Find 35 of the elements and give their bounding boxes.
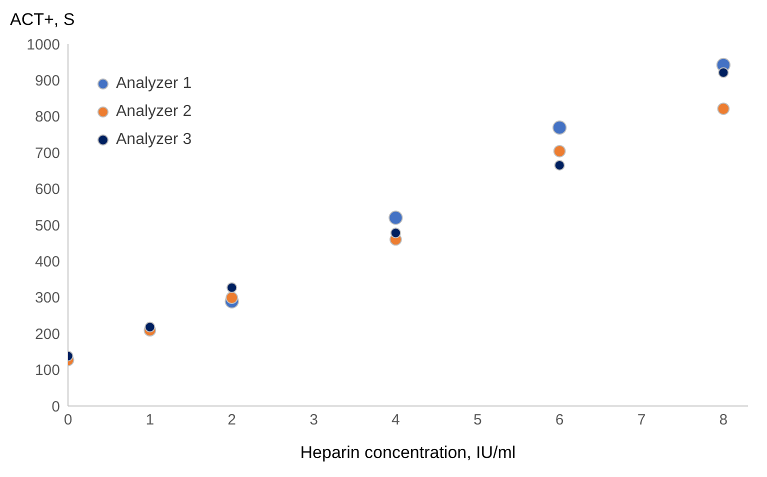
x-tick-label: 7	[637, 412, 646, 429]
legend-label: Analyzer 2	[116, 102, 192, 122]
y-tick-label: 600	[34, 181, 60, 198]
x-tick-label: 0	[64, 412, 72, 429]
y-tick-label: 300	[34, 290, 60, 307]
x-tick-label: 5	[473, 412, 482, 429]
x-tick-label: 1	[146, 412, 154, 429]
x-tick-label: 4	[392, 412, 400, 429]
point	[718, 67, 729, 78]
x-tick-label: 2	[228, 412, 236, 429]
point	[717, 102, 730, 115]
y-tick-label: 0	[52, 398, 60, 416]
y-tick-label: 900	[34, 72, 60, 90]
y-tick-label: 700	[34, 144, 60, 162]
x-tick-label: 6	[555, 412, 564, 429]
legend-label: Analyzer 3	[116, 130, 192, 150]
point	[554, 160, 565, 171]
x-tick-label: 3	[310, 412, 318, 429]
y-axis-title: ACT+, S	[10, 10, 75, 30]
x-axis-title: Heparin concentration, IU/ml	[300, 443, 516, 462]
point	[388, 210, 403, 225]
point	[226, 292, 238, 304]
point	[144, 322, 156, 332]
point	[553, 144, 566, 158]
point	[390, 228, 402, 238]
y-tick-label: 500	[34, 217, 60, 234]
point	[226, 282, 238, 293]
x-tick-label: 8	[719, 412, 728, 429]
y-tick-label: 100	[34, 362, 60, 380]
legend-label: Analyzer 1	[116, 74, 192, 94]
y-tick-label: 200	[34, 326, 60, 343]
y-tick-label: 400	[34, 254, 60, 271]
y-tick-label: 800	[34, 108, 60, 126]
point	[552, 120, 567, 135]
y-tick-label: 1000	[26, 36, 60, 54]
